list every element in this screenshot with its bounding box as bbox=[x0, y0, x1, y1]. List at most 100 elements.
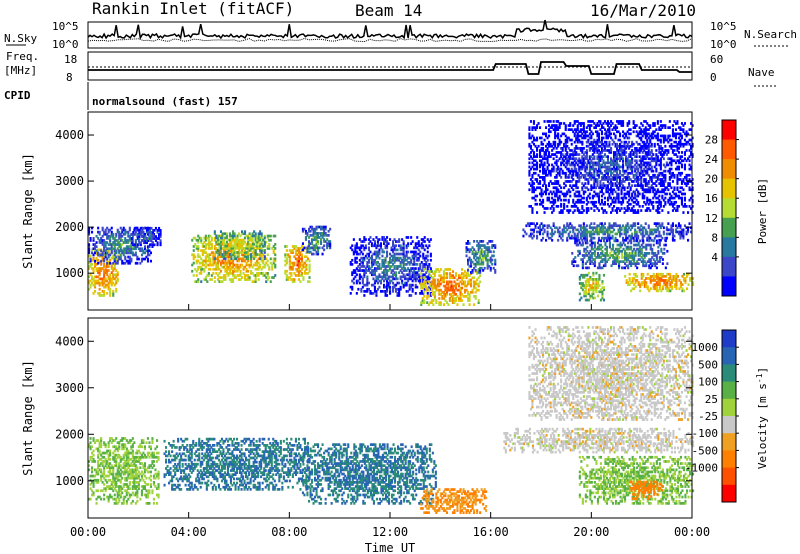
power-cell bbox=[254, 280, 257, 283]
power-cell bbox=[94, 251, 97, 255]
power-cell bbox=[652, 243, 655, 247]
power-cell bbox=[480, 252, 483, 256]
power-cell bbox=[127, 241, 130, 244]
power-cell bbox=[134, 239, 137, 242]
power-cell bbox=[257, 247, 260, 250]
power-cell bbox=[308, 242, 311, 245]
power-cell bbox=[480, 248, 483, 251]
power-cell bbox=[402, 252, 405, 256]
power-cell bbox=[561, 230, 564, 234]
power-cell bbox=[536, 236, 539, 240]
power-cell bbox=[317, 234, 320, 237]
power-cell bbox=[304, 232, 307, 235]
power-cell bbox=[585, 149, 588, 152]
power-cell bbox=[364, 244, 367, 248]
power-cell bbox=[303, 255, 306, 259]
power-cell bbox=[372, 269, 375, 272]
power-cell bbox=[312, 246, 315, 250]
power-cell bbox=[417, 279, 420, 283]
power-cell bbox=[260, 246, 263, 250]
power-cell bbox=[131, 251, 134, 255]
power-cell bbox=[321, 225, 324, 229]
power-cell bbox=[450, 288, 453, 292]
power-cell bbox=[293, 278, 296, 281]
power-cell bbox=[393, 254, 396, 258]
power-cell bbox=[687, 238, 690, 242]
power-cell bbox=[393, 246, 396, 250]
power-cell bbox=[543, 230, 546, 234]
power-cell bbox=[477, 271, 480, 274]
power-cell bbox=[207, 243, 210, 246]
power-cell bbox=[215, 251, 218, 254]
power-cell bbox=[454, 272, 457, 275]
power-cell bbox=[528, 224, 531, 228]
power-cell bbox=[224, 253, 227, 256]
power-cell bbox=[210, 238, 213, 242]
power-cell bbox=[477, 301, 480, 304]
power-cell bbox=[427, 303, 430, 306]
power-cell bbox=[107, 228, 110, 232]
power-cell bbox=[290, 265, 293, 269]
power-cell bbox=[578, 190, 581, 194]
power-cell bbox=[247, 238, 250, 242]
power-cell bbox=[606, 155, 609, 158]
power-cell bbox=[257, 236, 260, 240]
power-cell bbox=[235, 246, 238, 250]
power-cell bbox=[236, 267, 239, 271]
power-cell bbox=[248, 263, 251, 267]
power-cell bbox=[602, 192, 605, 196]
power-cell bbox=[476, 272, 479, 275]
power-cell bbox=[384, 271, 387, 274]
power-cell bbox=[435, 284, 438, 288]
power-cell bbox=[372, 271, 375, 274]
power-cell bbox=[150, 231, 153, 234]
power-cell bbox=[473, 303, 476, 306]
power-cell bbox=[232, 230, 235, 233]
power-cell bbox=[272, 257, 275, 261]
power-cell bbox=[263, 251, 266, 254]
power-cell bbox=[414, 283, 417, 287]
power-cell bbox=[525, 232, 528, 236]
power-cell bbox=[308, 250, 311, 254]
power-cell bbox=[539, 226, 542, 230]
power-cell bbox=[433, 270, 436, 273]
power-cell bbox=[386, 279, 389, 283]
power-cell bbox=[110, 256, 113, 260]
power-cell bbox=[250, 261, 253, 265]
power-cell bbox=[532, 182, 535, 185]
power-cell bbox=[91, 248, 94, 252]
power-cell bbox=[88, 261, 91, 264]
power-cell bbox=[445, 272, 448, 275]
power-cell bbox=[227, 238, 230, 242]
power-cell bbox=[299, 257, 302, 261]
power-cell bbox=[304, 229, 307, 233]
power-cell bbox=[315, 252, 318, 256]
power-cell bbox=[297, 247, 300, 250]
power-cell bbox=[384, 277, 387, 281]
power-cell bbox=[554, 198, 557, 202]
power-cell bbox=[426, 275, 429, 279]
power-cell bbox=[454, 299, 457, 302]
power-cell bbox=[97, 267, 100, 270]
power-cell bbox=[587, 200, 590, 204]
power-cell bbox=[489, 256, 492, 260]
power-cell bbox=[207, 247, 210, 250]
power-cell bbox=[378, 250, 381, 254]
power-cell bbox=[107, 277, 110, 281]
power-cell bbox=[384, 258, 387, 262]
power-cell bbox=[124, 239, 127, 242]
power-cell bbox=[119, 255, 122, 259]
power-cell bbox=[148, 229, 151, 232]
power-cell bbox=[230, 253, 233, 257]
power-cell bbox=[218, 276, 221, 279]
power-cell bbox=[119, 249, 122, 253]
power-cell bbox=[423, 265, 426, 268]
power-cell bbox=[467, 297, 470, 300]
power-cell bbox=[467, 293, 470, 296]
power-cell bbox=[321, 234, 324, 237]
power-cell bbox=[411, 263, 414, 266]
power-cell bbox=[381, 236, 384, 239]
power-cell bbox=[259, 244, 262, 248]
power-cell bbox=[389, 258, 392, 262]
power-cell bbox=[198, 236, 201, 240]
